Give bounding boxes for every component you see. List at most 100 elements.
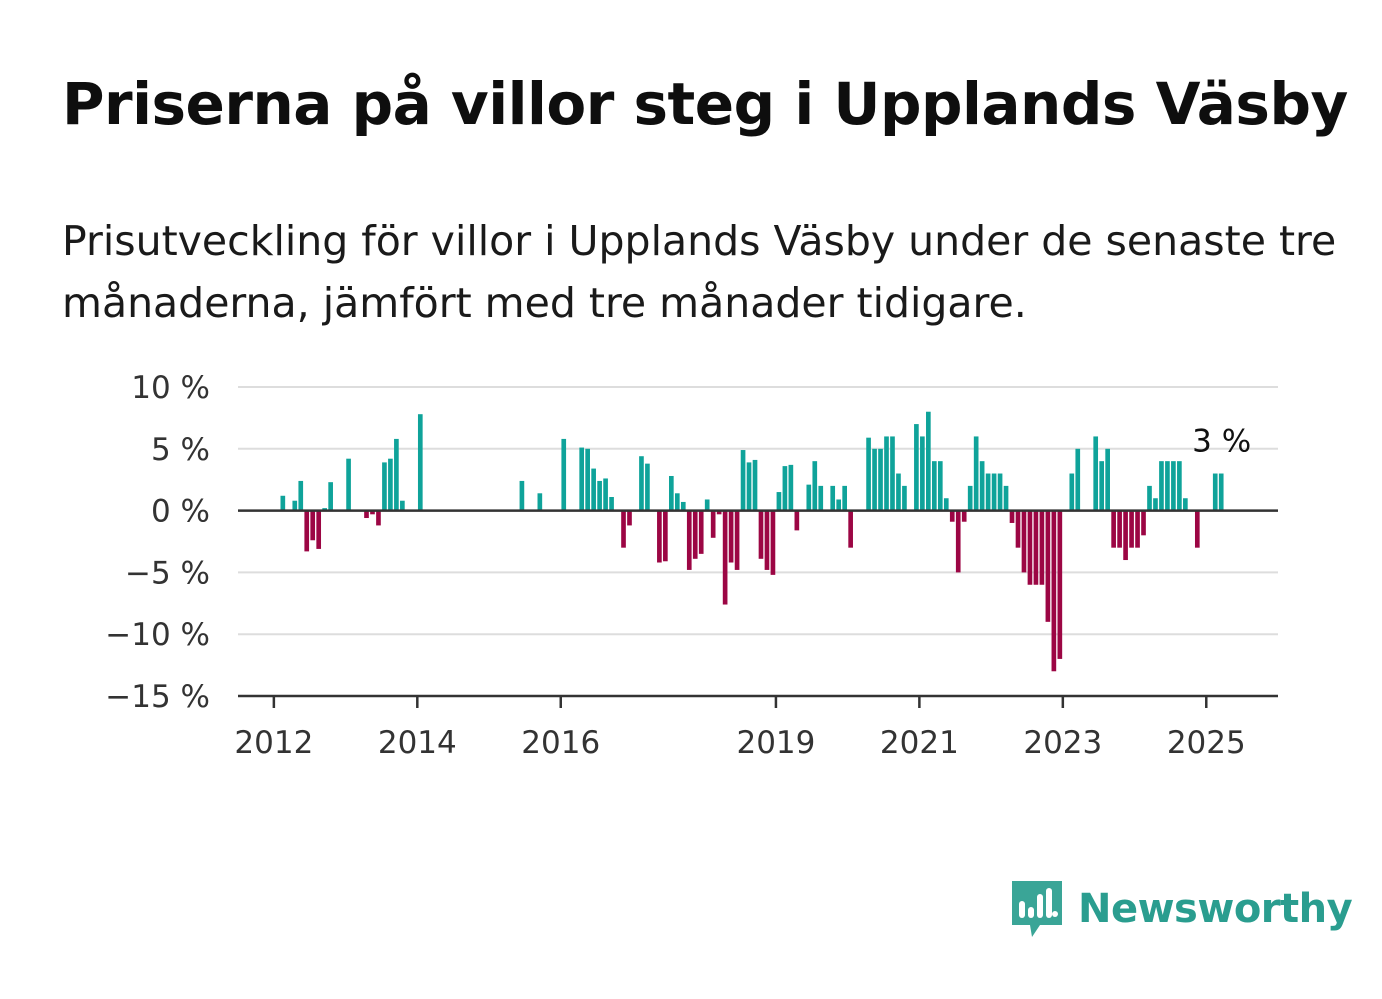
bar xyxy=(1195,511,1200,548)
brand-logo: Newsworthy xyxy=(1010,879,1352,939)
x-tick-label: 2019 xyxy=(736,725,815,761)
bar xyxy=(280,496,285,511)
labels: 10 %5 %0 %−5 %−10 %−15 %2012201420162019… xyxy=(105,370,1251,761)
bar xyxy=(675,493,680,510)
bar xyxy=(735,511,740,570)
bar xyxy=(1034,511,1039,585)
bar-chart: 10 %5 %0 %−5 %−10 %−15 %2012201420162019… xyxy=(0,0,1382,999)
bar xyxy=(585,449,590,511)
bar xyxy=(986,474,991,511)
bar xyxy=(1099,461,1104,510)
bar xyxy=(400,501,405,511)
bar xyxy=(346,459,351,511)
bar xyxy=(591,469,596,511)
bar xyxy=(1010,511,1015,523)
bar xyxy=(974,436,979,510)
bar xyxy=(1069,474,1074,511)
bar xyxy=(1171,461,1176,510)
bar xyxy=(1129,511,1134,548)
bar xyxy=(316,511,321,549)
bar xyxy=(795,511,800,531)
bar xyxy=(1117,511,1122,548)
bar xyxy=(310,511,315,541)
bar xyxy=(645,464,650,511)
bar xyxy=(896,474,901,511)
bar xyxy=(789,465,794,511)
end-value-label: 3 % xyxy=(1192,424,1251,460)
bar xyxy=(902,486,907,511)
bar xyxy=(1183,498,1188,510)
bar xyxy=(687,511,692,570)
bar xyxy=(639,456,644,510)
newsworthy-logo-icon xyxy=(1010,879,1064,939)
bar xyxy=(842,486,847,511)
bar xyxy=(1093,436,1098,510)
bar xyxy=(729,511,734,563)
bar xyxy=(1022,511,1027,573)
bar xyxy=(1177,461,1182,510)
bar xyxy=(723,511,728,605)
x-tick-label: 2016 xyxy=(521,725,600,761)
bar xyxy=(520,481,525,511)
bar xyxy=(1135,511,1140,548)
bar xyxy=(681,502,686,511)
bar xyxy=(944,498,949,510)
bar xyxy=(1219,474,1224,511)
bar xyxy=(1165,461,1170,510)
y-tick-label: −5 % xyxy=(125,555,210,591)
bar xyxy=(304,511,309,552)
bar xyxy=(956,511,961,573)
bar xyxy=(765,511,770,570)
bar xyxy=(1075,449,1080,511)
bar xyxy=(418,414,423,510)
bar xyxy=(980,461,985,510)
bar xyxy=(711,511,716,538)
bar xyxy=(1040,511,1045,585)
bar xyxy=(932,461,937,510)
bar xyxy=(597,481,602,511)
bar xyxy=(950,511,955,522)
bar xyxy=(298,481,303,511)
bar xyxy=(783,466,788,510)
bar xyxy=(872,449,877,511)
bar xyxy=(705,499,710,510)
bar xyxy=(693,511,698,559)
bar xyxy=(663,511,668,562)
bar xyxy=(621,511,626,548)
bar xyxy=(1123,511,1128,560)
x-tick-label: 2025 xyxy=(1167,725,1246,761)
bar xyxy=(890,436,895,510)
bar xyxy=(836,499,841,510)
bar xyxy=(1147,486,1152,511)
bar xyxy=(759,511,764,559)
bar xyxy=(1141,511,1146,536)
bar xyxy=(1016,511,1021,548)
bar xyxy=(1153,498,1158,510)
bar xyxy=(753,460,758,511)
axes xyxy=(238,511,1278,708)
bar xyxy=(579,448,584,511)
x-tick-label: 2014 xyxy=(378,725,457,761)
bar xyxy=(771,511,776,575)
y-tick-label: 5 % xyxy=(151,432,210,468)
bar xyxy=(603,478,608,510)
y-tick-label: −10 % xyxy=(105,617,210,653)
bar xyxy=(609,497,614,511)
bar xyxy=(998,474,1003,511)
bars xyxy=(280,412,1223,672)
bar xyxy=(1159,461,1164,510)
bar xyxy=(830,486,835,511)
bar xyxy=(747,462,752,510)
bar xyxy=(848,511,853,548)
bar xyxy=(538,493,543,510)
bar xyxy=(328,482,333,510)
bar xyxy=(1004,486,1009,511)
bar xyxy=(962,511,967,522)
bar xyxy=(920,436,925,510)
y-tick-label: 0 % xyxy=(151,494,210,530)
bar xyxy=(1058,511,1063,659)
x-tick-label: 2023 xyxy=(1023,725,1102,761)
y-tick-label: 10 % xyxy=(131,370,210,406)
bar xyxy=(1111,511,1116,548)
x-tick-label: 2012 xyxy=(234,725,313,761)
